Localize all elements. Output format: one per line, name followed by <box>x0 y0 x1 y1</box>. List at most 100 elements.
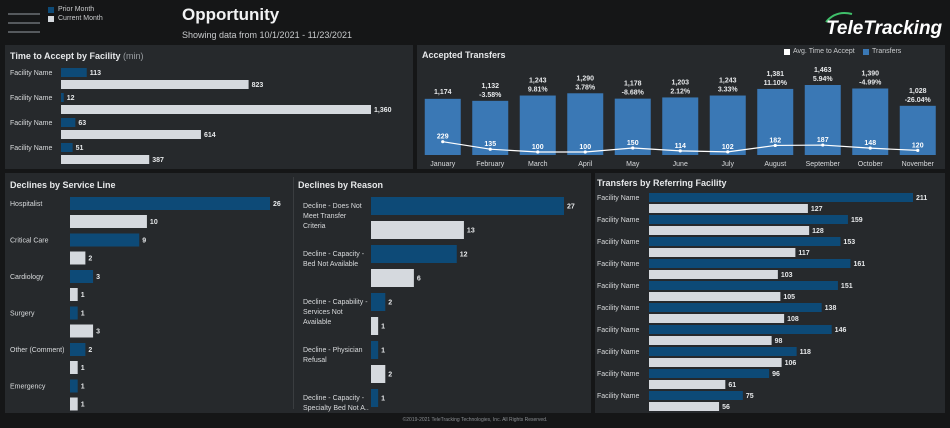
prior-bar <box>70 343 86 356</box>
current-value-label: 2 <box>88 256 92 263</box>
transfers-bar <box>709 95 746 155</box>
time-to-accept-title-text: Time to Accept by Facility <box>10 51 121 61</box>
prior-value-label: 1 <box>381 396 385 403</box>
declines-panel: Declines by Service Line Declines by Rea… <box>5 173 591 413</box>
prior-bar <box>61 68 87 77</box>
prior-bar <box>649 391 743 400</box>
legend-current-swatch <box>48 16 54 22</box>
prior-value-label: 146 <box>835 327 847 334</box>
prior-bar <box>70 197 270 210</box>
current-bar <box>649 358 782 367</box>
legend-transfers-label: Transfers <box>872 48 902 55</box>
menu-icon-line-2[interactable] <box>8 22 40 24</box>
page-title: Opportunity <box>182 5 280 24</box>
facility-label: Facility Name <box>10 70 53 77</box>
avg-time-label: 150 <box>627 140 639 147</box>
time-to-accept-chart: Facility Name 113 823 Facility Name 12 1,360 F… <box>10 68 392 164</box>
prior-bar <box>371 197 564 215</box>
current-bar <box>70 361 78 374</box>
prior-value-label: 1 <box>381 348 385 355</box>
transfers-bar <box>567 93 604 155</box>
transfers-bar <box>852 88 889 155</box>
transfers-bar <box>519 95 556 155</box>
month-label: October <box>858 161 884 168</box>
prior-bar <box>70 270 94 283</box>
legend-avg-time-label: Avg. Time to Accept <box>793 48 855 55</box>
current-bar <box>649 248 796 257</box>
current-bar <box>61 105 371 114</box>
category-label: Criteria <box>303 223 326 230</box>
prior-value-label: 153 <box>843 239 855 246</box>
time-to-accept-unit: (min) <box>123 51 144 61</box>
category-label: Decline - Does Not <box>303 203 362 210</box>
prior-bar <box>61 118 76 127</box>
current-value-label: 98 <box>775 338 783 345</box>
current-value-label: 61 <box>728 382 736 389</box>
category-label: Facility Name <box>597 283 640 290</box>
category-label: Facility Name <box>597 239 640 246</box>
transfers-value-label: 1,243 <box>719 78 737 85</box>
category-label: Decline - Capability - <box>303 299 368 306</box>
declines-reason-chart: Decline - Does Not Meet Transfer Criteria 2… <box>303 197 575 412</box>
time-to-accept-title: Time to Accept by Facility (min) <box>10 51 144 61</box>
prior-bar <box>649 237 841 246</box>
avg-time-point <box>916 148 920 152</box>
logo-swoosh-icon: TeleTracking <box>825 12 943 39</box>
prior-value-label: 75 <box>746 393 754 400</box>
legend-current-label: Current Month <box>58 15 103 22</box>
prior-value-label: 161 <box>853 261 865 268</box>
current-value-label: 614 <box>204 132 216 139</box>
prior-value-label: 138 <box>825 305 837 312</box>
current-bar <box>61 80 249 89</box>
avg-time-label: 135 <box>484 141 496 148</box>
menu-icon-line-3[interactable] <box>8 31 40 33</box>
transfers-pct-label: -8.68% <box>622 90 645 97</box>
menu-icon-line-1[interactable] <box>8 13 40 15</box>
transfers-value-label: 1,463 <box>814 67 832 74</box>
legend-avg-time-swatch <box>784 49 790 55</box>
prior-value-label: 96 <box>772 371 780 378</box>
accepted-transfers-title: Accepted Transfers <box>422 50 506 60</box>
prior-bar <box>371 293 386 311</box>
current-bar <box>70 288 78 301</box>
current-value-label: 823 <box>252 82 264 89</box>
prior-bar <box>649 281 838 290</box>
prior-value-label: 2 <box>388 300 392 307</box>
month-label: April <box>578 161 592 168</box>
prior-bar <box>70 306 78 320</box>
current-value-label: 106 <box>785 360 797 367</box>
prior-value-label: 1 <box>81 311 85 318</box>
category-label: Facility Name <box>597 349 640 356</box>
category-label: Facility Name <box>597 305 640 312</box>
current-bar <box>70 397 78 411</box>
avg-time-label: 102 <box>722 144 734 151</box>
category-label: Refusal <box>303 357 327 364</box>
current-value-label: 128 <box>812 228 824 235</box>
prior-value-label: 151 <box>841 283 853 290</box>
category-label: Facility Name <box>597 371 640 378</box>
current-bar <box>649 292 781 301</box>
page-subtitle: Showing data from 10/1/2021 - 11/23/2021 <box>182 30 352 40</box>
prior-value-label: 1 <box>81 384 85 391</box>
current-bar <box>649 380 726 389</box>
category-label: Decline - Physician <box>303 347 363 354</box>
transfers-value-label: 1,174 <box>434 89 452 96</box>
transfers-bar <box>424 98 461 155</box>
transfers-pct-label: -3.58% <box>479 92 502 99</box>
current-value-label: 13 <box>467 228 475 235</box>
current-value-label: 6 <box>417 276 421 283</box>
transfers-bar <box>472 100 509 155</box>
current-value-label: 10 <box>150 219 158 226</box>
category-label: Services Not <box>303 309 343 316</box>
current-bar <box>649 336 772 345</box>
facility-label: Facility Name <box>10 145 53 152</box>
declines-divider <box>293 177 294 409</box>
transfers-referring-panel: Transfers by Referring Facility Facility… <box>595 173 945 413</box>
month-label: July <box>722 161 735 168</box>
prior-bar <box>649 215 848 224</box>
transfers-value-label: 1,390 <box>861 70 879 77</box>
transfers-value-label: 1,178 <box>624 81 642 88</box>
current-bar <box>70 215 147 228</box>
prior-bar <box>649 303 822 312</box>
month-label: May <box>626 161 640 168</box>
